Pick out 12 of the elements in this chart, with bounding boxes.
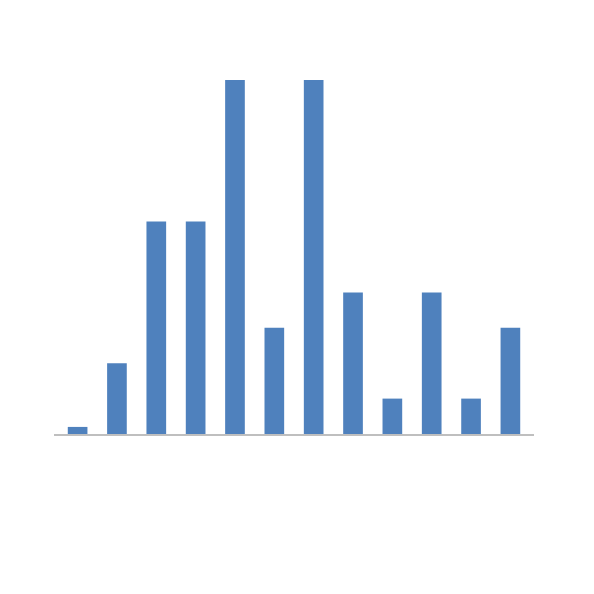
bar bbox=[264, 327, 285, 434]
bar bbox=[343, 292, 363, 434]
bar bbox=[67, 426, 88, 434]
bar bbox=[303, 80, 324, 434]
bar bbox=[107, 363, 127, 434]
bar bbox=[382, 398, 403, 434]
bar bbox=[225, 80, 245, 434]
bar bbox=[146, 221, 167, 434]
bar bbox=[461, 398, 481, 434]
bar bbox=[500, 327, 521, 434]
bar bbox=[185, 221, 206, 434]
bar bbox=[421, 292, 442, 434]
